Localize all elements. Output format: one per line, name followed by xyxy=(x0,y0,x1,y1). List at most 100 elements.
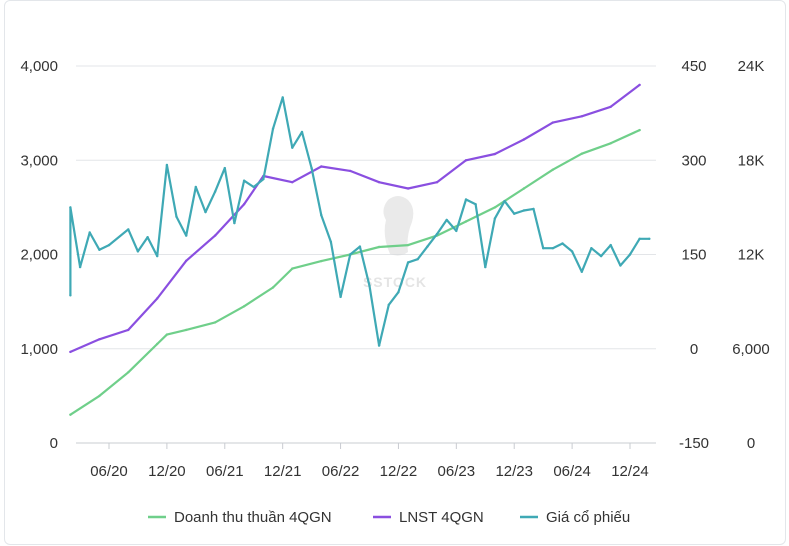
data-point xyxy=(542,247,545,250)
y-tick-label: 450 xyxy=(681,58,706,75)
data-point xyxy=(493,152,497,156)
data-point xyxy=(368,284,371,288)
data-point xyxy=(406,187,410,190)
legend-item-label[interactable]: LNST 4QGN xyxy=(399,509,484,526)
y-tick-label: 4,000 xyxy=(20,58,58,75)
data-point xyxy=(156,297,159,300)
series-line-1 xyxy=(69,83,641,353)
data-point xyxy=(339,295,342,299)
data-point xyxy=(223,166,226,170)
y-tick-label: 2,000 xyxy=(20,247,58,264)
data-point xyxy=(484,265,487,269)
data-point xyxy=(599,254,603,258)
x-tick-label: 12/23 xyxy=(495,463,533,480)
watermark: SSTOCK xyxy=(363,196,427,290)
horse-head-logo xyxy=(383,196,414,256)
data-point xyxy=(98,248,101,251)
data-point xyxy=(242,305,246,308)
y-axis-left: 0 1,000 2,000 3,000 4,000 xyxy=(20,58,58,452)
legend: Doanh thu thuần 4QGN LNST 4QGN Giá cổ phiế… xyxy=(148,509,630,526)
data-point xyxy=(464,220,468,223)
y-tick-label: 12K xyxy=(738,247,765,264)
x-tick-label: 06/20 xyxy=(90,463,128,480)
y-tick-label: 0 xyxy=(50,435,58,452)
legend-item-label[interactable]: Doanh thu thuần 4QGN xyxy=(174,509,332,526)
data-point xyxy=(580,270,583,273)
data-point xyxy=(320,165,323,168)
x-tick-label: 12/24 xyxy=(611,463,649,480)
x-axis: 06/20 12/20 06/21 12/21 06/22 12/22 06/23 12/23… xyxy=(90,443,649,480)
data-point xyxy=(377,344,381,347)
data-point xyxy=(493,217,497,220)
series-layer xyxy=(69,83,651,416)
data-point xyxy=(406,261,410,264)
data-point xyxy=(590,247,593,250)
data-point xyxy=(609,142,612,145)
y-tick-label: -150 xyxy=(679,435,709,452)
data-point xyxy=(570,250,574,253)
data-point xyxy=(98,394,101,398)
data-point xyxy=(291,181,294,184)
data-point xyxy=(213,234,217,237)
data-point xyxy=(310,166,313,170)
chart-frame xyxy=(4,0,786,545)
data-point xyxy=(638,237,641,240)
data-point xyxy=(185,259,188,262)
x-tick-label: 12/22 xyxy=(380,463,418,480)
data-point xyxy=(291,267,294,270)
data-point xyxy=(522,187,526,190)
data-point xyxy=(522,209,526,212)
data-point xyxy=(69,294,72,297)
series-line-0 xyxy=(69,129,641,416)
data-point xyxy=(185,234,188,237)
data-point xyxy=(69,206,72,209)
data-point xyxy=(281,96,284,99)
x-tick-label: 12/21 xyxy=(264,463,302,480)
data-point xyxy=(435,181,439,184)
data-point xyxy=(213,321,217,324)
y-tick-label: 0 xyxy=(690,341,698,358)
data-point xyxy=(156,342,159,346)
watermark-text: SSTOCK xyxy=(363,274,427,290)
data-point xyxy=(107,243,111,247)
y-tick-label: 0 xyxy=(747,435,755,452)
data-point xyxy=(127,371,130,374)
data-point xyxy=(185,328,188,332)
data-point xyxy=(551,121,554,124)
data-point xyxy=(532,207,535,211)
gridlines xyxy=(76,65,656,444)
y-tick-label: 300 xyxy=(681,152,706,169)
data-point xyxy=(242,203,246,206)
data-point xyxy=(213,190,217,193)
data-point xyxy=(262,177,265,181)
data-point xyxy=(329,240,333,244)
data-point xyxy=(88,231,91,234)
data-point xyxy=(609,243,612,247)
data-point xyxy=(320,259,323,263)
data-point xyxy=(175,215,178,218)
data-point xyxy=(445,218,448,222)
y-tick-label: 1,000 xyxy=(20,341,58,358)
legend-item-label[interactable]: Giá cổ phiếu xyxy=(546,509,630,526)
data-point xyxy=(69,350,72,354)
y-tick-label: 3,000 xyxy=(20,152,58,169)
data-point xyxy=(609,105,612,109)
data-point xyxy=(522,138,526,141)
data-point xyxy=(464,159,468,162)
data-point xyxy=(127,328,130,332)
data-point xyxy=(358,245,362,248)
x-tick-label: 06/21 xyxy=(206,463,244,480)
data-point xyxy=(580,115,583,118)
y-tick-label: 18K xyxy=(738,152,765,169)
y-axis-right-2: 0 6,000 12K 18K 24K xyxy=(732,58,770,452)
data-point xyxy=(233,221,236,225)
data-point xyxy=(493,206,497,209)
data-point xyxy=(638,83,641,87)
data-point xyxy=(146,236,149,239)
data-point xyxy=(242,179,246,182)
data-point xyxy=(271,286,275,289)
data-point xyxy=(291,146,294,149)
x-tick-label: 06/22 xyxy=(322,463,360,480)
data-point xyxy=(551,247,554,250)
